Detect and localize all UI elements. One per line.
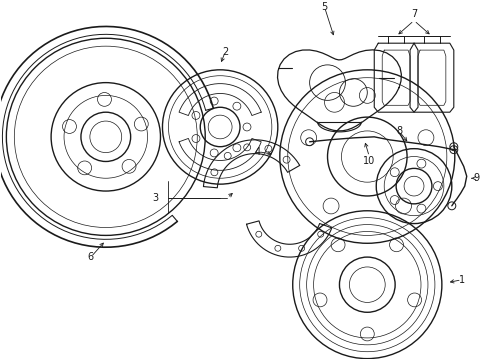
- Text: 10: 10: [363, 157, 375, 166]
- Text: 8: 8: [395, 126, 401, 136]
- Text: 3: 3: [152, 193, 158, 203]
- Text: 9: 9: [473, 173, 479, 183]
- Text: 4: 4: [254, 147, 261, 157]
- Text: 1: 1: [458, 275, 464, 285]
- Text: 5: 5: [321, 2, 327, 12]
- Text: 2: 2: [222, 47, 228, 57]
- Text: 7: 7: [410, 9, 416, 19]
- Text: 6: 6: [88, 252, 94, 262]
